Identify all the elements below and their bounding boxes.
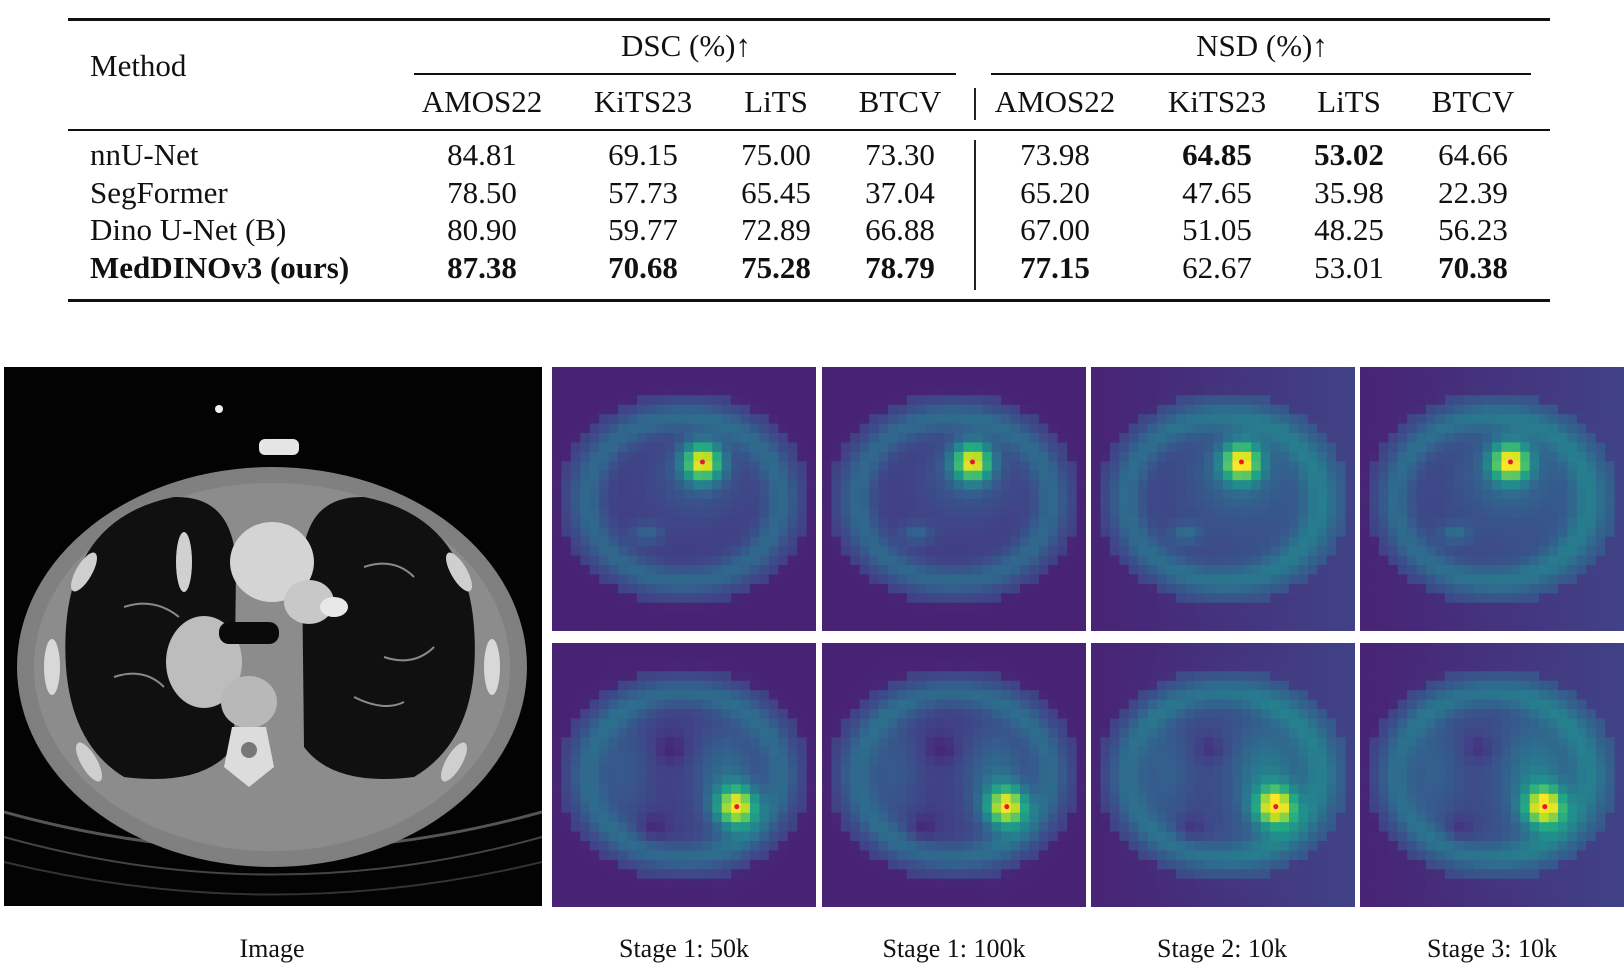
table-cell: 84.81 (447, 139, 517, 170)
similarity-heatmap (1091, 643, 1355, 907)
subheader-amos22-nsd: AMOS22 (995, 86, 1116, 117)
similarity-heatmap (822, 367, 1086, 631)
table-cell: 37.04 (865, 177, 935, 208)
table-cell: 72.89 (741, 214, 811, 245)
table-cell: 53.01 (1314, 252, 1384, 283)
stage-caption: Stage 1: 50k (619, 934, 749, 964)
table-cell: 70.38 (1438, 252, 1508, 283)
table-cell: 57.73 (608, 177, 678, 208)
table-cell: 22.39 (1438, 177, 1508, 208)
table-cell: 66.88 (865, 214, 935, 245)
table-cell: 69.15 (608, 139, 678, 170)
subheader-btcv-dsc: BTCV (859, 86, 942, 117)
table-cell: 64.85 (1182, 139, 1252, 170)
table-cell: 59.77 (608, 214, 678, 245)
query-point-marker (970, 460, 975, 465)
header-separator (974, 88, 976, 120)
stage-caption: Stage 2: 10k (1157, 934, 1287, 964)
table-cell: 56.23 (1438, 214, 1508, 245)
table-bottom-rule (68, 299, 1550, 302)
table-cell: 48.25 (1314, 214, 1384, 245)
table-cell: 73.98 (1020, 139, 1090, 170)
table-header-rule (68, 129, 1550, 131)
table-cell: 35.98 (1314, 177, 1384, 208)
query-point-marker (700, 460, 705, 465)
similarity-heatmap (552, 643, 816, 907)
similarity-heatmap (1360, 643, 1624, 907)
similarity-heatmap (822, 643, 1086, 907)
table-cell: 77.15 (1020, 252, 1090, 283)
dsc-group-header: DSC (%)↑ (621, 30, 751, 61)
table-cell: 67.00 (1020, 214, 1090, 245)
table-top-rule (68, 18, 1550, 21)
subheader-kits23-nsd: KiTS23 (1168, 86, 1266, 117)
dsc-group-rule (414, 73, 956, 75)
ct-scan-image (4, 367, 542, 906)
table-cell: 75.00 (741, 139, 811, 170)
query-point-marker (1508, 460, 1513, 465)
body-separator (974, 140, 976, 290)
similarity-heatmap (552, 367, 816, 631)
nsd-group-header: NSD (%)↑ (1196, 30, 1328, 61)
query-point-marker (1273, 804, 1278, 809)
table-cell: 65.20 (1020, 177, 1090, 208)
subheader-btcv-nsd: BTCV (1432, 86, 1515, 117)
row-method: Dino U-Net (B) (90, 214, 286, 245)
method-header: Method (90, 50, 186, 81)
table-cell: 75.28 (741, 252, 811, 283)
stage-caption: Stage 1: 100k (883, 934, 1026, 964)
table-cell: 87.38 (447, 252, 517, 283)
table-cell: 70.68 (608, 252, 678, 283)
query-point-marker (1004, 804, 1009, 809)
table-cell: 47.65 (1182, 177, 1252, 208)
query-point-marker (734, 804, 739, 809)
nsd-group-rule (991, 73, 1531, 75)
table-cell: 65.45 (741, 177, 811, 208)
table-cell: 62.67 (1182, 252, 1252, 283)
row-method: SegFormer (90, 177, 228, 208)
table-cell: 78.79 (865, 252, 935, 283)
query-point-marker (1542, 804, 1547, 809)
similarity-heatmap (1091, 367, 1355, 631)
table-cell: 64.66 (1438, 139, 1508, 170)
query-point-marker (1239, 460, 1244, 465)
similarity-heatmap (1360, 367, 1624, 631)
table-cell: 78.50 (447, 177, 517, 208)
subheader-lits-nsd: LiTS (1317, 86, 1381, 117)
table-cell: 53.02 (1314, 139, 1384, 170)
table-cell: 80.90 (447, 214, 517, 245)
table-cell: 73.30 (865, 139, 935, 170)
stage-caption: Stage 3: 10k (1427, 934, 1557, 964)
subheader-kits23-dsc: KiTS23 (594, 86, 692, 117)
table-cell: 51.05 (1182, 214, 1252, 245)
image-caption: Image (240, 934, 305, 964)
subheader-amos22-dsc: AMOS22 (422, 86, 543, 117)
row-method: MedDINOv3 (ours) (90, 252, 349, 283)
subheader-lits-dsc: LiTS (744, 86, 808, 117)
row-method: nnU-Net (90, 139, 198, 170)
